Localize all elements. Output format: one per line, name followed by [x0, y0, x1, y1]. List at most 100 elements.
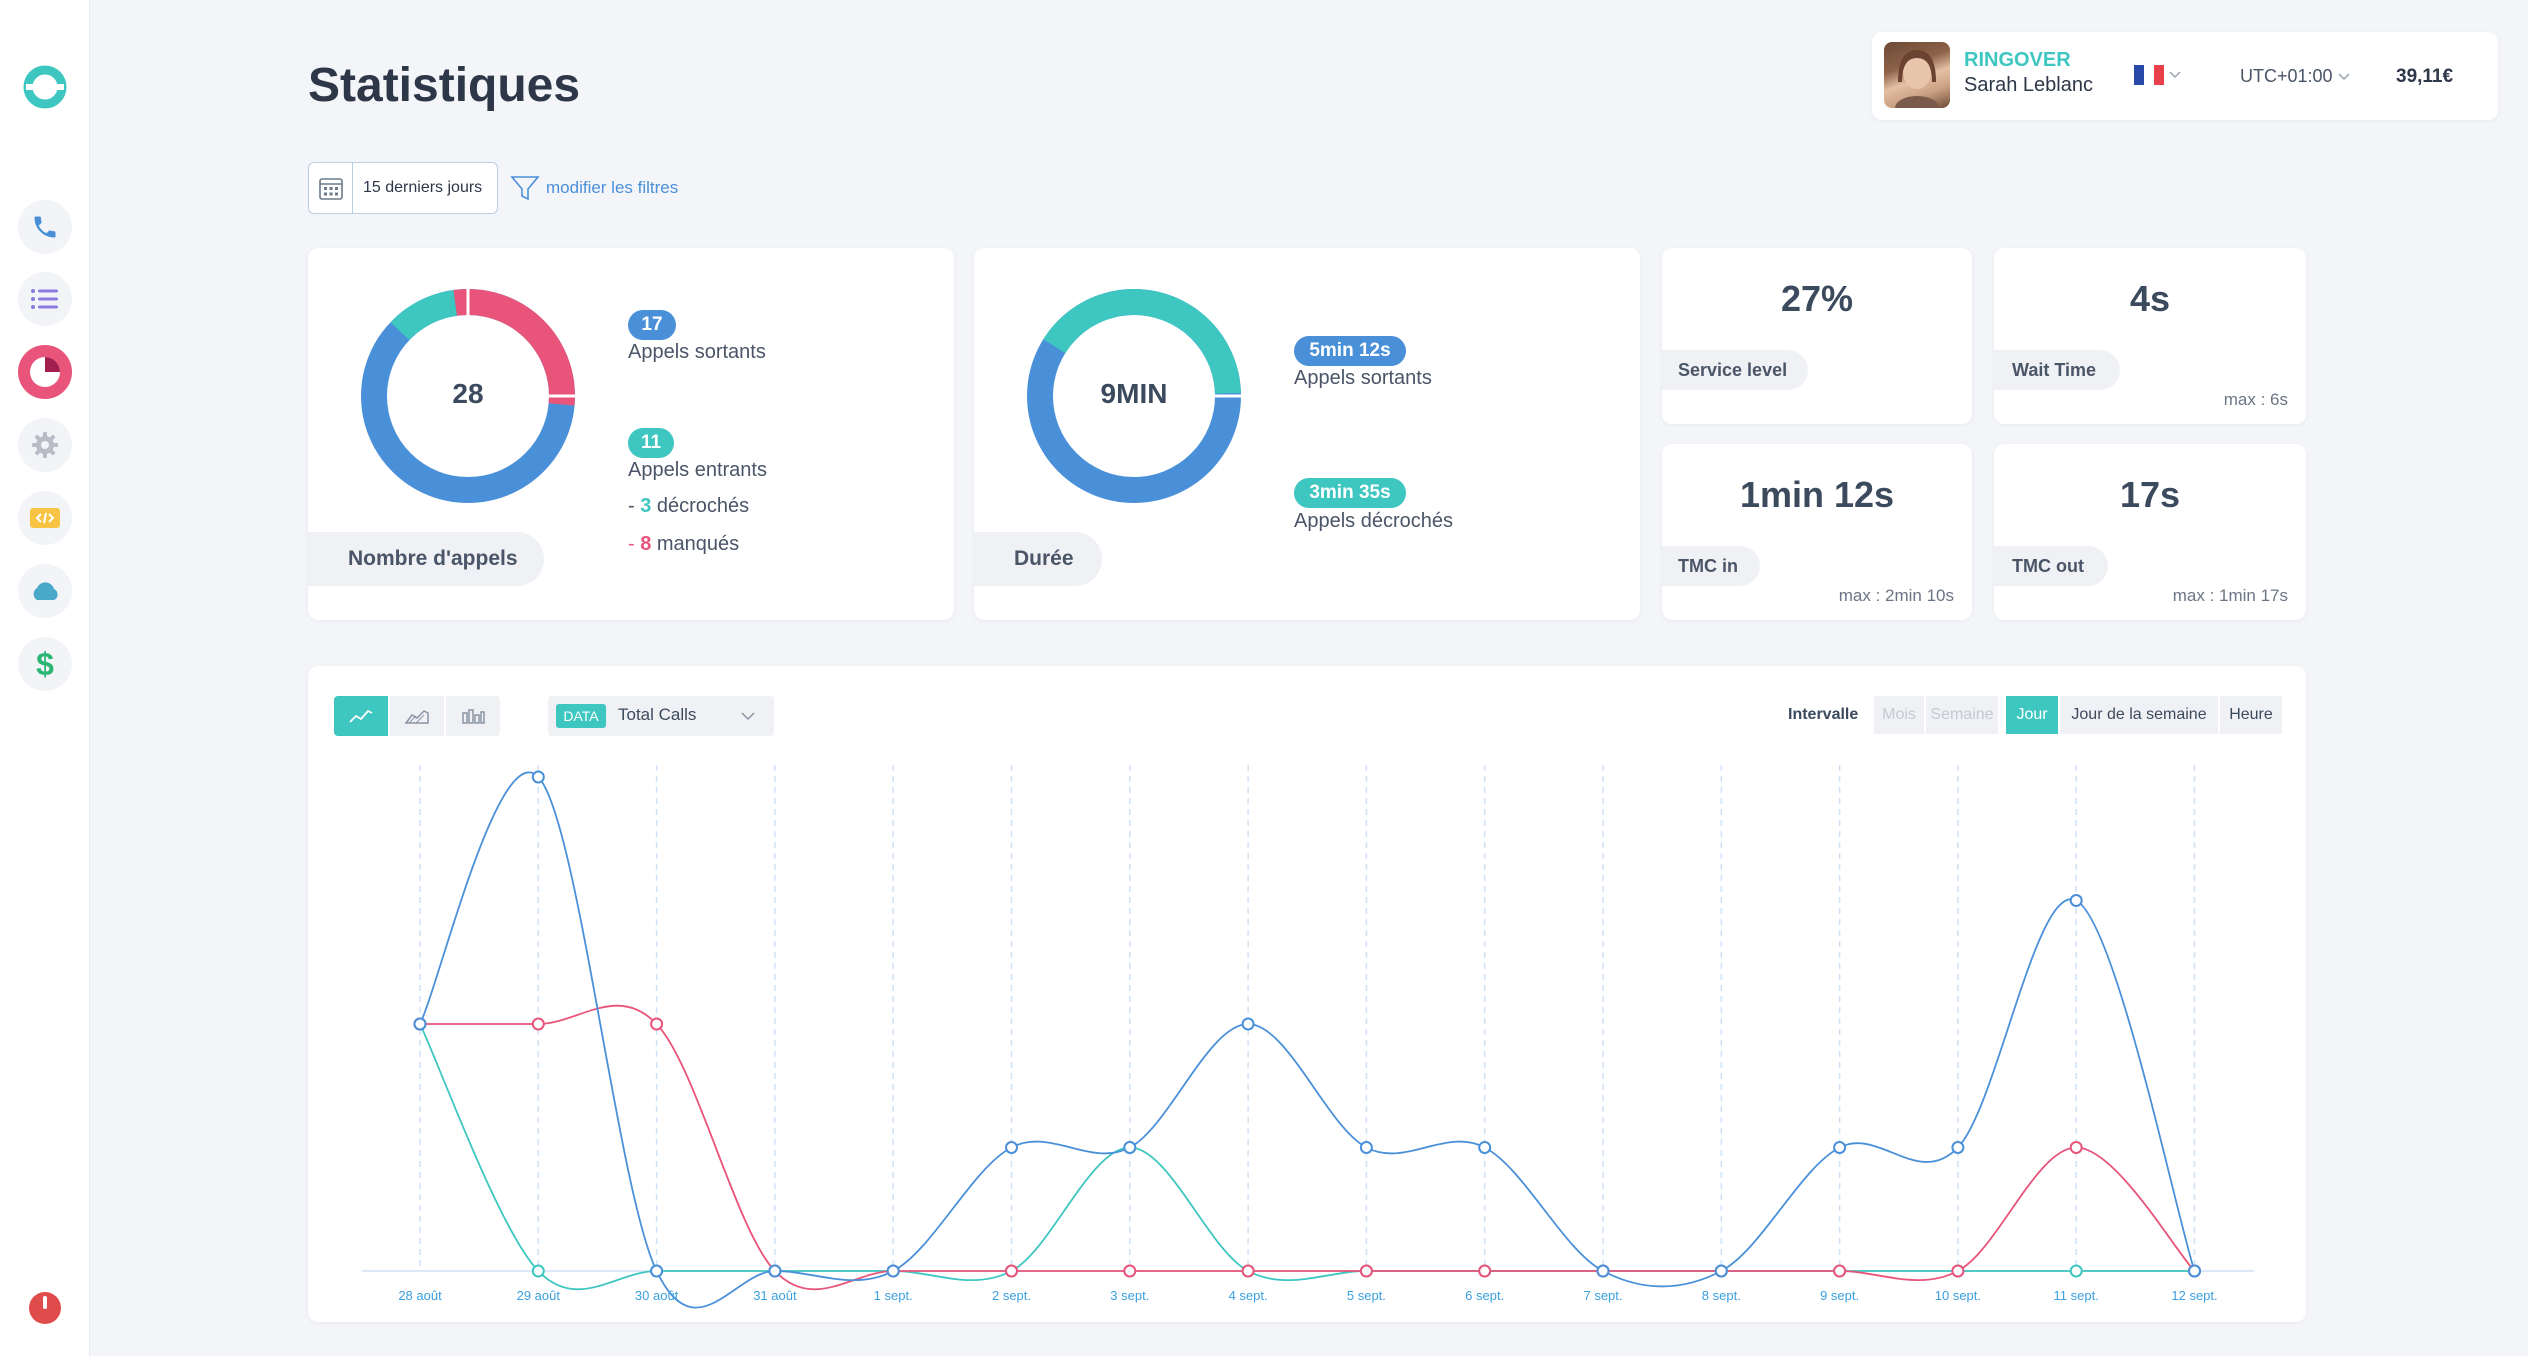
- tmc-out-card: 17s TMC out max : 1min 17s: [1994, 444, 2306, 620]
- incoming-count-badge: 11: [628, 428, 674, 458]
- timezone-selector[interactable]: UTC+01:00: [2240, 66, 2351, 87]
- data-point[interactable]: [1714, 1264, 1728, 1278]
- data-point[interactable]: [768, 1264, 782, 1278]
- missed-prefix: -: [628, 533, 641, 555]
- interval-week[interactable]: Semaine: [1926, 696, 1998, 734]
- data-point[interactable]: [1005, 1264, 1018, 1278]
- user-name: Sarah Leblanc: [1964, 74, 2093, 96]
- metric-value: Total Calls: [618, 705, 697, 724]
- data-point[interactable]: [1951, 1141, 1965, 1154]
- data-point[interactable]: [1359, 1141, 1373, 1154]
- data-point[interactable]: [1359, 1264, 1373, 1278]
- outgoing-duration-label: Appels sortants: [1294, 367, 1432, 389]
- duration-total: 9MIN: [1100, 378, 1168, 409]
- phone-icon: [34, 216, 56, 238]
- tmc-in-max: max : 2min 10s: [1838, 586, 1954, 605]
- nav-developer[interactable]: [18, 491, 72, 545]
- data-tag: DATA: [556, 704, 606, 728]
- service-level-card: 27% Service level: [1662, 248, 1972, 424]
- calls-donut-missed: [361, 289, 575, 503]
- code-icon: [30, 508, 60, 528]
- svg-text:$: $: [36, 647, 54, 681]
- area-chart-button[interactable]: [390, 696, 444, 736]
- dollar-icon: $: [36, 647, 54, 681]
- data-point[interactable]: [1478, 1264, 1492, 1278]
- data-point[interactable]: [1005, 1141, 1018, 1154]
- answered-line: - 3 décrochés: [628, 495, 749, 518]
- nav-billing[interactable]: $: [18, 637, 72, 691]
- tmc-out-label: TMC out: [1994, 546, 2108, 586]
- nav-list[interactable]: [18, 272, 72, 326]
- data-point[interactable]: [1241, 1264, 1255, 1278]
- language-selector[interactable]: [2134, 65, 2182, 85]
- nav-settings[interactable]: [18, 418, 72, 472]
- nav-cloud[interactable]: [18, 564, 72, 618]
- line-chart-button[interactable]: [334, 696, 388, 736]
- data-point[interactable]: [886, 1264, 900, 1278]
- gear-icon: [32, 432, 58, 458]
- data-point[interactable]: [650, 1264, 664, 1278]
- missed-count: 8: [640, 533, 652, 555]
- x-tick-label: 3 sept.: [1110, 1288, 1150, 1303]
- data-point[interactable]: [2069, 1264, 2083, 1278]
- power-button[interactable]: [25, 1288, 65, 1328]
- data-point[interactable]: [531, 770, 545, 784]
- data-point[interactable]: [1478, 1141, 1492, 1154]
- data-point[interactable]: [1596, 1264, 1610, 1278]
- interval-label: Intervalle: [1788, 706, 1859, 723]
- series-line-2: [419, 1023, 2195, 1291]
- nav-statistics[interactable]: [18, 345, 72, 399]
- answered-count: 3: [640, 495, 652, 517]
- interval-month[interactable]: Mois: [1874, 696, 1924, 734]
- calls-donut: [361, 289, 575, 503]
- metric-selector[interactable]: DATA Total Calls: [548, 696, 774, 736]
- sidebar: $: [0, 0, 90, 1356]
- data-point[interactable]: [1241, 1017, 1255, 1031]
- data-point[interactable]: [413, 1017, 427, 1031]
- power-icon: [29, 1292, 61, 1324]
- x-tick-label: 8 sept.: [1701, 1288, 1741, 1303]
- bar-chart-button[interactable]: [446, 696, 500, 736]
- data-point[interactable]: [1951, 1264, 1965, 1278]
- data-point[interactable]: [1833, 1141, 1847, 1154]
- missed-label: manqués: [651, 533, 740, 555]
- data-point[interactable]: [650, 1017, 664, 1031]
- interval-hour[interactable]: Heure: [2220, 696, 2282, 734]
- modify-filters-link[interactable]: modifier les filtres: [510, 174, 678, 202]
- data-point[interactable]: [2069, 894, 2083, 907]
- duration-card-footer: Durée: [974, 532, 1102, 586]
- service-level-label: Service level: [1662, 350, 1808, 390]
- list-icon: [31, 289, 58, 309]
- interval-weekday[interactable]: Jour de la semaine: [2060, 696, 2218, 734]
- ringover-logo[interactable]: [22, 64, 68, 110]
- data-point[interactable]: [2069, 1141, 2083, 1154]
- series-line-1: [419, 1004, 2196, 1291]
- x-tick-label: 28 août: [398, 1288, 442, 1303]
- data-point[interactable]: [1123, 1264, 1137, 1278]
- company-name: RINGOVER: [1964, 49, 2071, 71]
- tmc-in-card: 1min 12s TMC in max : 2min 10s: [1662, 444, 1972, 620]
- wait-time-value: 4s: [2129, 278, 2171, 319]
- france-flag-icon: [2134, 65, 2164, 85]
- missed-line: - 8 manqués: [628, 533, 739, 556]
- incoming-label: Appels entrants: [628, 459, 767, 481]
- period-filter[interactable]: 15 derniers jours: [308, 162, 498, 214]
- line-chart-icon: [349, 709, 373, 723]
- chart-card: [308, 666, 2306, 1322]
- calendar-icon: [318, 178, 343, 200]
- series-line-0: [419, 771, 2196, 1309]
- tmc-out-max: max : 1min 17s: [2172, 586, 2288, 605]
- account-balance: 39,11€: [2396, 66, 2454, 87]
- x-tick-label: 7 sept.: [1583, 1288, 1623, 1303]
- interval-day[interactable]: Jour: [2006, 696, 2058, 734]
- data-point[interactable]: [2188, 1264, 2201, 1278]
- nav-phone[interactable]: [18, 200, 72, 254]
- calls-donut-answered: [361, 289, 575, 503]
- data-point[interactable]: [1123, 1141, 1137, 1154]
- data-point[interactable]: [1833, 1264, 1847, 1278]
- x-tick-label: 5 sept.: [1346, 1288, 1386, 1303]
- data-point[interactable]: [531, 1017, 545, 1031]
- wait-time-max: max : 6s: [2223, 390, 2288, 409]
- data-point[interactable]: [531, 1264, 545, 1278]
- tmc-in-label: TMC in: [1662, 546, 1760, 586]
